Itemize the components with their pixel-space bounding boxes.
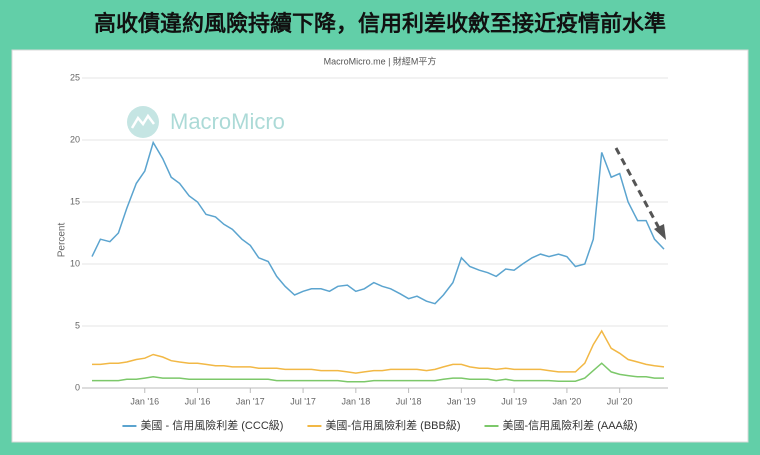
trend-arrow bbox=[614, 147, 666, 240]
legend-label: 美國-信用風險利差 (AAA級) bbox=[503, 418, 638, 432]
chart-card bbox=[11, 49, 749, 443]
y-axis-label: Percent bbox=[57, 223, 68, 258]
x-tick-label: Jul '18 bbox=[396, 396, 422, 406]
series-line bbox=[92, 329, 665, 374]
x-tick-label: Jul '19 bbox=[501, 396, 527, 406]
watermark: MacroMicro bbox=[170, 109, 285, 134]
y-tick-label: 0 bbox=[75, 382, 80, 392]
y-tick-label: 10 bbox=[70, 258, 80, 268]
plot-area: 0 5 10 15 20 25 Jan '16 Jul '16 Jan '17 Jul '17 Ja… bbox=[70, 72, 668, 406]
x-tick-label: Jan '17 bbox=[236, 396, 265, 406]
x-tick-label: Jan '16 bbox=[130, 396, 159, 406]
x-tick-label: Jul '16 bbox=[185, 396, 211, 406]
x-tick-label: Jan '20 bbox=[553, 396, 582, 406]
chart-subtitle: MacroMicro.me | 財經M平方 bbox=[324, 55, 437, 66]
x-tick-label: Jul '17 bbox=[290, 396, 316, 406]
chart-title: 高收債違約風險持續下降，信用利差收斂至接近疫情前水準 bbox=[94, 11, 666, 36]
x-tick-label: Jan '18 bbox=[341, 396, 370, 406]
y-tick-label: 25 bbox=[70, 72, 80, 82]
series-line bbox=[91, 140, 665, 305]
series-line bbox=[92, 362, 664, 383]
legend: 美國 - 信用風險利差 (CCC級) 美國-信用風險利差 (BBB級) 美國-信用風… bbox=[122, 418, 638, 432]
y-tick-label: 15 bbox=[70, 196, 80, 206]
x-tick-label: Jan '19 bbox=[447, 396, 476, 406]
legend-label: 美國 - 信用風險利差 (CCC級) bbox=[140, 418, 283, 432]
legend-label: 美國-信用風險利差 (BBB級) bbox=[325, 418, 460, 432]
watermark-logo bbox=[127, 106, 159, 138]
x-tick-label: Jul '20 bbox=[607, 396, 633, 406]
y-tick-label: 20 bbox=[70, 134, 80, 144]
y-tick-label: 5 bbox=[75, 320, 80, 330]
